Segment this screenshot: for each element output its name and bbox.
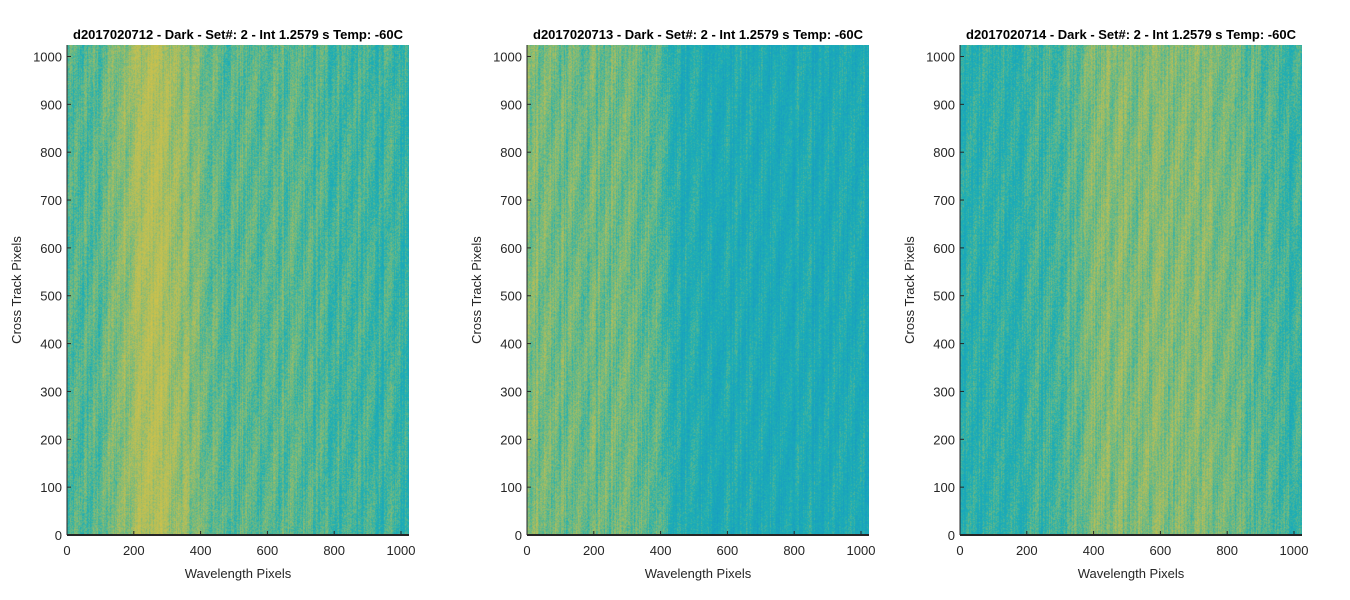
x-tick-label: 400 xyxy=(190,543,212,558)
x-tick-label: 400 xyxy=(650,543,672,558)
x-tick-label: 1000 xyxy=(387,543,416,558)
y-tick-label: 800 xyxy=(40,145,62,160)
x-axis-label: Wavelength Pixels xyxy=(645,566,752,581)
x-tick-label: 600 xyxy=(257,543,279,558)
y-tick-label: 400 xyxy=(933,337,955,352)
x-axis-label: Wavelength Pixels xyxy=(1078,566,1185,581)
y-axis-label: Cross Track Pixels xyxy=(9,236,24,344)
y-tick-label: 600 xyxy=(933,241,955,256)
y-tick-label: 500 xyxy=(933,289,955,304)
x-tick-label: 0 xyxy=(523,543,530,558)
y-tick-label: 1000 xyxy=(926,49,955,64)
heatmap-image xyxy=(960,45,1302,535)
x-tick-label: 1000 xyxy=(1280,543,1309,558)
y-tick-label: 100 xyxy=(40,480,62,495)
y-tick-label: 600 xyxy=(500,241,522,256)
heatmap-panel-2: 0 200 400 600 800 1000 0 100 200 300 400 500 600 700 8… xyxy=(469,27,875,581)
chart-title: d2017020712 - Dark - Set#: 2 - Int 1.257… xyxy=(73,27,404,42)
y-tick-label: 300 xyxy=(40,384,62,399)
y-tick-label: 400 xyxy=(500,337,522,352)
chart-title: d2017020714 - Dark - Set#: 2 - Int 1.257… xyxy=(966,27,1297,42)
y-tick-label: 400 xyxy=(40,337,62,352)
heatmap-panel-1: 0 200 400 600 800 1000 0 100 200 300 400 500 600 700 8… xyxy=(9,27,415,581)
x-tick-label: 200 xyxy=(1016,543,1038,558)
x-tick-label: 800 xyxy=(783,543,805,558)
y-tick-label: 900 xyxy=(933,97,955,112)
x-tick-label: 1000 xyxy=(847,543,876,558)
y-axis-label: Cross Track Pixels xyxy=(902,236,917,344)
chart-title: d2017020713 - Dark - Set#: 2 - Int 1.257… xyxy=(533,27,864,42)
x-tick-label: 0 xyxy=(63,543,70,558)
y-tick-label: 0 xyxy=(948,528,955,543)
x-tick-label: 200 xyxy=(583,543,605,558)
y-tick-label: 700 xyxy=(933,193,955,208)
y-tick-label: 1000 xyxy=(493,49,522,64)
x-tick-label: 400 xyxy=(1083,543,1105,558)
x-axis-label: Wavelength Pixels xyxy=(185,566,292,581)
y-tick-label: 500 xyxy=(40,289,62,304)
x-tick-label: 0 xyxy=(956,543,963,558)
heatmap-image xyxy=(67,45,409,535)
y-tick-label: 800 xyxy=(500,145,522,160)
y-tick-label: 0 xyxy=(55,528,62,543)
x-tick-label: 600 xyxy=(1150,543,1172,558)
y-tick-label: 300 xyxy=(933,384,955,399)
x-tick-label: 600 xyxy=(717,543,739,558)
x-tick-label: 200 xyxy=(123,543,145,558)
y-tick-label: 800 xyxy=(933,145,955,160)
y-tick-label: 1000 xyxy=(33,49,62,64)
heatmap-panel-3: 0 200 400 600 800 1000 0 100 200 300 400 500 600 700 8… xyxy=(902,27,1308,581)
y-tick-label: 900 xyxy=(500,97,522,112)
x-tick-label: 800 xyxy=(323,543,345,558)
y-tick-label: 0 xyxy=(515,528,522,543)
y-tick-label: 700 xyxy=(500,193,522,208)
y-tick-label: 700 xyxy=(40,193,62,208)
x-tick-label: 800 xyxy=(1216,543,1238,558)
y-tick-label: 600 xyxy=(40,241,62,256)
y-tick-label: 200 xyxy=(933,432,955,447)
y-axis-label: Cross Track Pixels xyxy=(469,236,484,344)
y-tick-label: 900 xyxy=(40,97,62,112)
y-tick-label: 500 xyxy=(500,289,522,304)
y-tick-label: 200 xyxy=(40,432,62,447)
y-tick-label: 100 xyxy=(500,480,522,495)
heatmap-image xyxy=(527,45,869,535)
y-tick-label: 300 xyxy=(500,384,522,399)
y-tick-label: 100 xyxy=(933,480,955,495)
y-tick-label: 200 xyxy=(500,432,522,447)
